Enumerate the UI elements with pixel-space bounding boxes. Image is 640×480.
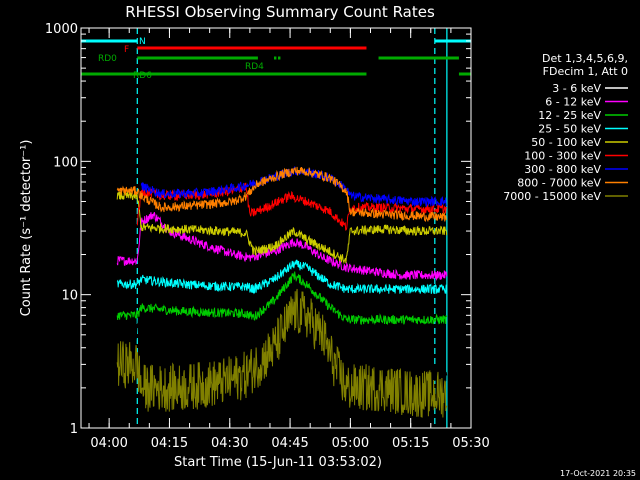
chart-title: RHESSI Observing Summary Count Rates <box>125 3 435 21</box>
x-tick-label: 04:00 <box>90 436 127 451</box>
x-tick-label: 04:15 <box>151 436 188 451</box>
x-tick-label: 05:15 <box>392 436 429 451</box>
series-line-5 <box>136 182 448 231</box>
flag-label-n: N <box>139 37 146 47</box>
x-tick-label: 04:45 <box>271 436 308 451</box>
series-line-3 <box>116 259 448 295</box>
x-tick-label: 05:00 <box>332 436 369 451</box>
y-tick-label: 1 <box>70 422 78 437</box>
flag-label-rd4: RD4 <box>245 62 264 72</box>
y-tick-label: 100 <box>53 155 78 170</box>
legend-label: 7000 - 15000 keV <box>503 190 601 203</box>
x-axis-label: Start Time (15-Jun-11 03:53:02) <box>174 455 382 470</box>
legend-label: 800 - 7000 keV <box>517 177 601 190</box>
flag-label-f: F <box>124 45 129 55</box>
series-line-4 <box>116 191 448 265</box>
flag-label-rd6: RD6 <box>133 71 152 81</box>
y-tick-label: 1000 <box>45 22 78 37</box>
series-line-0 <box>116 245 448 385</box>
x-tick-label: 05:30 <box>452 436 489 451</box>
legend-label: 300 - 800 keV <box>524 163 601 176</box>
legend-header: Det 1,3,4,5,6,9, <box>542 52 628 65</box>
x-tick-label: 04:30 <box>211 436 248 451</box>
legend-label: 3 - 6 keV <box>552 82 601 95</box>
legend-label: 100 - 300 keV <box>524 150 601 163</box>
legend-label: 6 - 12 keV <box>545 96 601 109</box>
series-line-1 <box>116 212 448 281</box>
legend-label: 25 - 50 keV <box>538 123 601 136</box>
legend-header: FDecim 1, Att 0 <box>543 65 628 78</box>
legend-label: 12 - 25 keV <box>538 109 601 122</box>
legend-label: 50 - 100 keV <box>531 136 601 149</box>
y-axis-label: Count Rate (s⁻¹ detector⁻¹) <box>19 140 34 317</box>
y-tick-label: 10 <box>61 289 78 304</box>
timestamp: 17-Oct-2021 20:35 <box>560 469 636 478</box>
series-line-8 <box>116 288 448 418</box>
plot-frame <box>80 27 472 429</box>
flag-label-rd0: RD0 <box>98 54 117 64</box>
series-line-7 <box>116 166 447 223</box>
series-line-2 <box>116 271 448 326</box>
